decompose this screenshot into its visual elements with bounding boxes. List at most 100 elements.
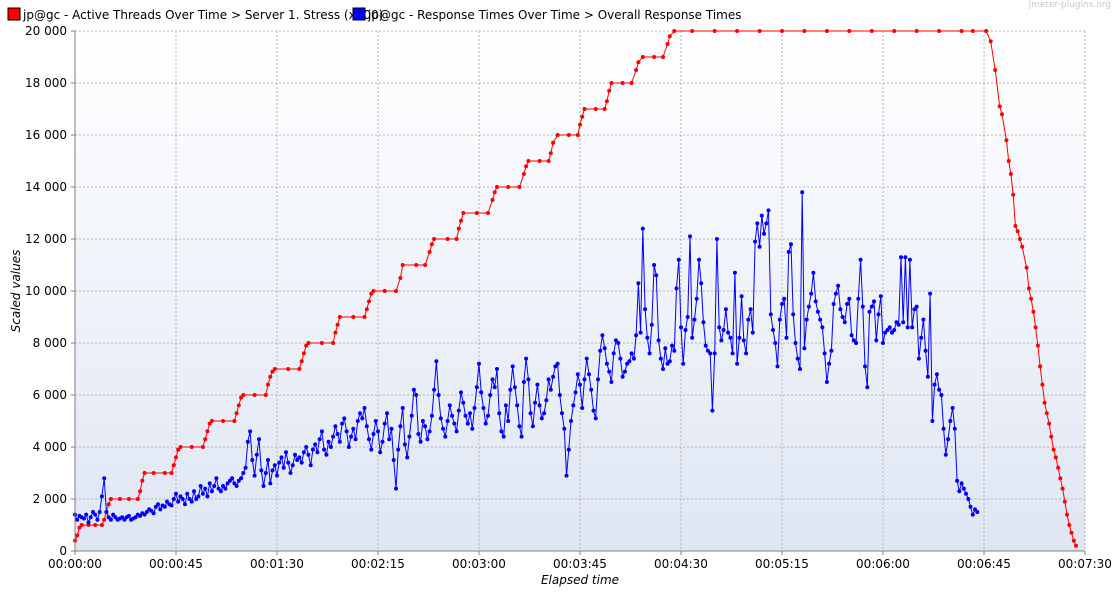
data-point — [596, 377, 600, 382]
data-point — [771, 328, 775, 332]
data-point — [939, 393, 944, 397]
data-point — [394, 486, 398, 491]
data-point — [248, 429, 253, 434]
data-point — [333, 424, 338, 429]
data-point — [360, 416, 365, 421]
data-point — [970, 512, 975, 517]
data-point — [539, 416, 544, 421]
data-point — [907, 257, 912, 262]
data-point — [746, 317, 751, 322]
data-point — [221, 484, 226, 488]
data-point — [521, 380, 526, 384]
data-point — [528, 411, 533, 416]
data-point — [854, 341, 859, 345]
data-point — [400, 263, 405, 267]
data-point — [937, 387, 942, 392]
data-point — [443, 434, 448, 439]
data-point — [714, 237, 719, 241]
data-point — [903, 255, 908, 260]
data-point — [694, 296, 699, 301]
data-point — [306, 341, 311, 345]
data-point — [629, 81, 634, 85]
data-point — [1060, 486, 1065, 491]
data-point — [607, 88, 612, 93]
data-point — [483, 421, 488, 426]
data-point — [865, 385, 870, 390]
data-point — [634, 68, 639, 72]
data-point — [1013, 224, 1018, 228]
data-point — [867, 309, 872, 314]
data-point — [221, 419, 226, 423]
data-point — [753, 239, 758, 244]
data-point — [214, 476, 219, 481]
data-point — [394, 289, 398, 293]
data-point — [679, 325, 683, 330]
data-point — [108, 517, 113, 522]
data-point — [209, 419, 214, 423]
data-point — [658, 356, 663, 361]
data-point — [95, 517, 100, 522]
y-tick-label: 6 000 — [33, 388, 67, 402]
data-point — [607, 369, 612, 374]
data-point — [957, 489, 962, 494]
data-point — [243, 465, 248, 470]
legend-label-threads: jp@gc - Active Threads Over Time > Serve… — [22, 8, 383, 22]
data-point — [827, 361, 832, 366]
data-point — [872, 299, 876, 304]
data-point — [75, 533, 80, 538]
data-point — [1040, 382, 1045, 387]
data-point — [780, 29, 784, 33]
data-point — [456, 226, 461, 231]
data-point — [369, 447, 374, 452]
data-point — [970, 29, 975, 33]
data-point — [600, 333, 605, 338]
data-point — [874, 338, 879, 343]
data-point — [178, 494, 183, 499]
data-point — [79, 523, 84, 527]
data-point — [665, 42, 670, 46]
data-point — [604, 99, 609, 104]
data-point — [521, 172, 526, 176]
data-point — [950, 406, 955, 410]
data-point — [1020, 244, 1025, 249]
data-point — [405, 455, 410, 460]
data-point — [643, 307, 648, 312]
data-point — [795, 356, 800, 361]
data-point — [461, 400, 466, 405]
data-point — [564, 473, 569, 478]
data-point — [297, 367, 302, 371]
data-point — [268, 374, 273, 379]
data-point — [602, 107, 607, 111]
data-point — [914, 304, 919, 309]
data-point — [798, 367, 802, 371]
data-point — [465, 421, 470, 426]
data-point — [800, 190, 805, 195]
data-point — [793, 341, 798, 345]
data-point — [474, 385, 479, 390]
data-point — [454, 429, 459, 434]
data-point — [548, 151, 553, 156]
data-point — [705, 348, 710, 353]
data-point — [517, 424, 522, 429]
data-point — [373, 419, 378, 423]
data-point — [665, 361, 670, 366]
data-point — [364, 424, 369, 429]
data-point — [667, 34, 672, 39]
data-point — [560, 411, 564, 416]
data-point — [225, 481, 230, 486]
data-point — [836, 283, 841, 288]
data-point — [236, 403, 241, 408]
data-point — [914, 29, 919, 33]
data-point — [652, 263, 657, 267]
data-point — [378, 450, 383, 455]
data-point — [391, 458, 396, 462]
data-point — [512, 385, 517, 390]
data-point — [851, 338, 856, 343]
data-point — [553, 364, 558, 369]
series-layer — [73, 29, 1078, 548]
data-point — [997, 104, 1002, 109]
data-point — [618, 356, 623, 361]
data-point — [928, 291, 933, 296]
data-point — [414, 393, 419, 397]
data-point — [151, 471, 156, 475]
